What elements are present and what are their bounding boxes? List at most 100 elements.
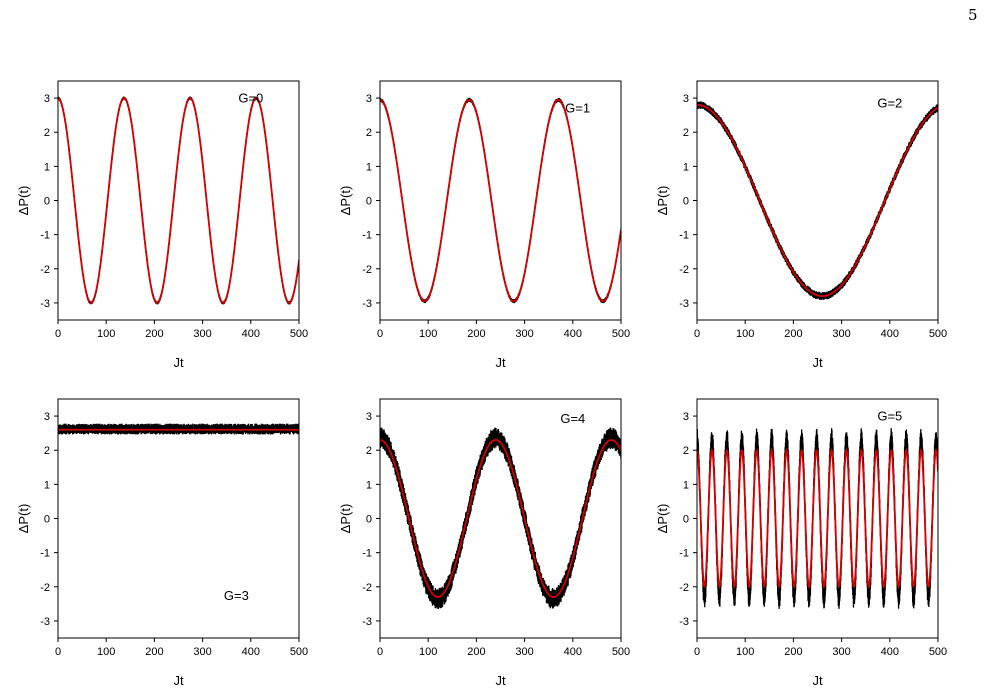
x-tick-label: 400 — [881, 328, 899, 340]
y-tick-label: -1 — [40, 548, 50, 560]
y-tick-label: 1 — [683, 479, 689, 491]
y-tick-label: 3 — [366, 411, 372, 423]
y-tick-label: 0 — [366, 514, 372, 526]
y-tick-label: -2 — [679, 582, 689, 594]
plot-frame — [57, 398, 300, 639]
x-tick-label: 300 — [193, 328, 211, 340]
raw-series-line — [58, 96, 299, 305]
y-tick-label: -2 — [679, 264, 689, 276]
x-tick-label: 400 — [242, 328, 260, 340]
y-tick-label: 0 — [683, 514, 689, 526]
y-tick-label: 3 — [44, 93, 50, 105]
y-axis-label: ΔP(t) — [655, 504, 670, 534]
x-tick-label: 100 — [736, 646, 754, 658]
y-tick-label: -3 — [40, 298, 50, 310]
y-tick-label: 2 — [44, 445, 50, 457]
y-tick-label: -1 — [679, 230, 689, 242]
y-tick-label: -2 — [40, 582, 50, 594]
chart-panel-4: 0 100 200 300 400 500 -3 -2 -1 0 1 2 3 Jt ΔP(t) G=3 — [16, 398, 308, 688]
x-tick-label: 200 — [784, 646, 802, 658]
x-tick-label: 500 — [290, 646, 308, 658]
panel-label: G=5 — [877, 409, 902, 424]
panel-label: G=0 — [238, 91, 263, 106]
fit-series-line — [58, 97, 299, 304]
panel-label: G=1 — [565, 100, 590, 115]
fit-series-line — [380, 439, 621, 598]
y-tick-label: -1 — [362, 230, 372, 242]
y-tick-label: -1 — [362, 548, 372, 560]
y-axis-label: ΔP(t) — [16, 186, 31, 216]
raw-series-line — [697, 101, 938, 301]
y-tick-label: -2 — [362, 264, 372, 276]
y-tick-label: 1 — [366, 479, 372, 491]
chart-panel-3: 0 100 200 300 400 500 -3 -2 -1 0 1 2 3 Jt ΔP(t) G=2 — [655, 80, 947, 370]
y-tick-label: 0 — [366, 196, 372, 208]
x-tick-label: 300 — [193, 646, 211, 658]
y-tick-label: 2 — [683, 127, 689, 139]
x-tick-label: 500 — [612, 646, 630, 658]
panel-label: G=2 — [877, 96, 902, 111]
x-tick-label: 300 — [515, 646, 533, 658]
y-tick-label: -3 — [362, 616, 372, 628]
x-tick-label: 0 — [377, 328, 383, 340]
x-axis-label: Jt — [812, 355, 823, 370]
y-tick-label: 3 — [683, 411, 689, 423]
fit-series-line — [380, 98, 621, 303]
x-tick-label: 300 — [515, 328, 533, 340]
y-tick-label: 1 — [44, 161, 50, 173]
x-tick-label: 100 — [419, 328, 437, 340]
y-tick-label: 2 — [44, 127, 50, 139]
y-tick-label: 0 — [44, 196, 50, 208]
y-axis-label: ΔP(t) — [338, 504, 353, 534]
y-tick-label: 2 — [683, 445, 689, 457]
panel-label: G=3 — [224, 588, 249, 603]
x-tick-label: 0 — [694, 646, 700, 658]
x-tick-label: 100 — [419, 646, 437, 658]
y-tick-label: 1 — [683, 161, 689, 173]
y-tick-label: 3 — [683, 93, 689, 105]
y-axis-label: ΔP(t) — [655, 186, 670, 216]
chart-panel-5: 0 100 200 300 400 500 -3 -2 -1 0 1 2 3 Jt ΔP(t) G=4 — [338, 398, 630, 688]
y-tick-label: -3 — [362, 298, 372, 310]
y-tick-label: -3 — [40, 616, 50, 628]
y-tick-label: -1 — [679, 548, 689, 560]
x-tick-label: 300 — [832, 328, 850, 340]
y-tick-label: 2 — [366, 445, 372, 457]
chart-panel-6: 0 100 200 300 400 500 -3 -2 -1 0 1 2 3 Jt ΔP(t) G=5 — [655, 398, 947, 688]
x-tick-label: 500 — [290, 328, 308, 340]
x-tick-label: 500 — [929, 328, 947, 340]
x-axis-label: Jt — [812, 673, 823, 688]
raw-series-line — [58, 423, 299, 435]
fit-series-line — [697, 104, 938, 297]
y-tick-label: 3 — [366, 93, 372, 105]
x-tick-label: 0 — [694, 328, 700, 340]
x-tick-label: 400 — [564, 328, 582, 340]
x-axis-label: Jt — [173, 355, 184, 370]
x-tick-label: 400 — [242, 646, 260, 658]
x-tick-label: 500 — [612, 328, 630, 340]
x-tick-label: 400 — [564, 646, 582, 658]
y-tick-label: -3 — [679, 298, 689, 310]
y-tick-label: -2 — [362, 582, 372, 594]
y-tick-label: 0 — [683, 196, 689, 208]
x-tick-label: 100 — [97, 646, 115, 658]
x-tick-label: 500 — [929, 646, 947, 658]
y-tick-label: 3 — [44, 411, 50, 423]
y-axis-label: ΔP(t) — [16, 504, 31, 534]
x-tick-label: 0 — [55, 646, 61, 658]
x-tick-label: 100 — [97, 328, 115, 340]
fit-series-line — [697, 447, 938, 590]
x-tick-label: 200 — [145, 328, 163, 340]
y-axis-label: ΔP(t) — [338, 186, 353, 216]
x-tick-label: 400 — [881, 646, 899, 658]
x-axis-label: Jt — [495, 355, 506, 370]
page-number: 5 — [968, 6, 978, 24]
y-tick-label: 0 — [44, 514, 50, 526]
x-tick-label: 300 — [832, 646, 850, 658]
x-tick-label: 0 — [55, 328, 61, 340]
x-tick-label: 200 — [467, 646, 485, 658]
raw-series-line — [380, 97, 621, 304]
y-tick-label: 1 — [366, 161, 372, 173]
x-tick-label: 0 — [377, 646, 383, 658]
